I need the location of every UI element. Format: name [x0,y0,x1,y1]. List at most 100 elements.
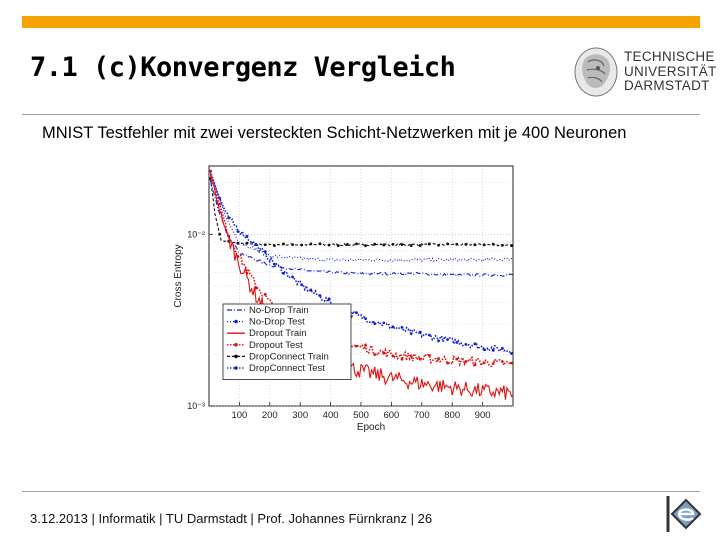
series-line-5 [209,170,514,355]
series-marker-5 [364,317,367,321]
series-marker-4 [309,242,313,246]
logo-line-3: DARMSTADT [624,78,710,93]
logo-line-1: TECHNISCHE [624,49,715,64]
legend-marker [234,343,238,347]
footer-date: 3.12.2013 [30,511,88,526]
series-marker-4 [272,244,276,248]
series-marker-5 [300,283,304,287]
series-marker-5 [236,230,240,233]
series-marker-5 [282,271,285,275]
logo-wordmark: TECHNISCHE UNIVERSITÄT DARMSTADT [624,49,717,94]
series-marker-4 [455,242,459,246]
series-marker-3 [382,351,386,355]
series-line-4 [209,178,514,247]
series-marker-4 [473,243,477,247]
series-marker-5 [446,338,450,341]
tu-darmstadt-logo: TECHNISCHE UNIVERSITÄT DARMSTADT [566,42,716,102]
series-marker-4 [437,243,440,247]
series-marker-4 [355,242,358,246]
series-marker-4 [245,241,249,245]
series-marker-5 [391,325,395,329]
series-marker-3 [418,357,422,361]
series-marker-5 [227,216,231,220]
series-marker-5 [428,333,431,337]
series-marker-4 [382,243,386,247]
x-tick-label: 900 [475,410,491,421]
footer-separator: | [407,511,418,526]
series-marker-4 [327,243,331,247]
series-marker-5 [309,288,313,292]
series-marker-5 [318,294,322,297]
series-marker-3 [473,363,477,367]
series-marker-3 [500,360,504,363]
series-marker-3 [218,202,222,206]
series-marker-5 [400,325,404,329]
series-marker-4 [482,243,486,247]
legend-box [222,303,352,380]
footer: 3.12.2013 | Informatik | TU Darmstadt | … [30,511,432,526]
series-marker-4 [391,243,395,246]
series-marker-5 [263,250,267,253]
series-marker-5 [254,243,258,246]
x-tick-label: 600 [383,410,399,421]
series-marker-4 [282,242,285,246]
series-marker-4 [263,243,267,247]
series-marker-4 [300,243,304,247]
y-tick-label: 10⁻² [187,229,205,239]
legend-marker [234,354,238,359]
series-marker-5 [437,339,440,343]
x-tick-label: 300 [292,410,308,421]
series-marker-5 [218,196,222,200]
legend-marker [234,319,238,324]
ke-group-logo-icon [666,496,702,532]
series-marker-3 [364,343,367,347]
series-marker-3 [491,362,495,365]
series-marker-5 [473,342,477,346]
series-marker-4 [418,244,422,247]
x-axis-label: Epoch [357,422,385,433]
series-marker-5 [373,322,377,326]
series-marker-5 [382,321,386,325]
footer-page-number: 26 [417,511,433,526]
athena-seal-icon [574,47,618,97]
slide-subtitle: MNIST Testfehler mit zwei versteckten Sc… [42,124,627,142]
header-divider [22,114,700,115]
series-marker-3 [263,292,267,296]
series-marker-5 [510,352,513,355]
legend-label: DropConnect Train [249,351,329,362]
logo-line-2: UNIVERSITÄT [624,63,717,79]
series-marker-4 [218,232,222,236]
series-marker-4 [373,242,377,246]
series-marker-5 [245,234,249,238]
series-marker-4 [510,244,513,247]
series-marker-3 [510,361,513,365]
series-marker-3 [437,357,440,360]
series-marker-5 [409,332,413,335]
series-marker-4 [400,243,404,246]
series-marker-3 [391,354,395,358]
series-marker-4 [446,242,450,246]
series-marker-3 [446,361,450,365]
series-marker-5 [482,348,486,351]
x-tick-label: 700 [414,410,430,421]
legend-label: DropConnect Test [249,363,325,374]
series-marker-5 [355,311,358,315]
x-tick-label: 200 [262,410,278,421]
footer-separator: | [155,511,166,526]
series-marker-4 [336,244,340,247]
series-marker-3 [254,286,258,290]
convergence-chart: 100 200 300 400 500 600 700 800 900 10⁻² 10⁻³ Epoch… [173,165,514,433]
legend-label: Dropout Test [249,340,303,351]
x-tick-label: 500 [353,410,369,421]
series-marker-4 [428,242,431,246]
legend-label: No-Drop Test [249,317,305,328]
series-line-0 [209,180,514,277]
series-marker-5 [464,343,468,346]
x-tick-label: 400 [323,410,339,421]
legend-label: Dropout Train [249,328,307,339]
footer-separator: | [246,511,258,526]
series-marker-3 [400,357,404,361]
series-marker-5 [327,297,331,301]
series-marker-4 [464,243,468,246]
series-marker-4 [500,243,504,247]
